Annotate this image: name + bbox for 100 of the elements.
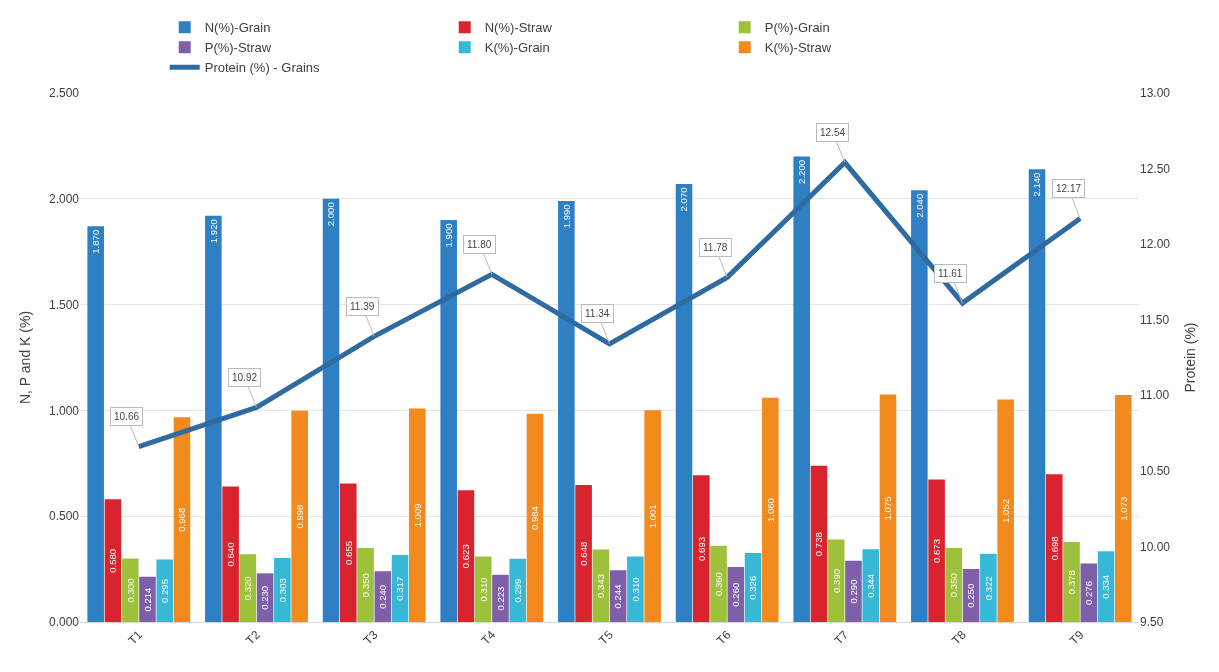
bar — [810, 465, 828, 622]
bar — [1115, 394, 1132, 622]
data-label: 0.320 — [242, 576, 254, 601]
data-label: 0.334 — [1100, 574, 1112, 599]
data-label: 0.698 — [1048, 536, 1060, 561]
bar — [274, 557, 291, 622]
bar — [104, 499, 122, 622]
data-label: 1.870 — [90, 229, 102, 254]
data-label: 0.317 — [394, 576, 406, 601]
data-label: 12.54 — [820, 127, 846, 138]
bar — [492, 574, 509, 622]
y-axis-title: N, P and K (%) — [16, 310, 33, 405]
data-label: 0.250 — [965, 583, 977, 608]
data-label: 0.310 — [629, 577, 641, 602]
data-label: 0.673 — [930, 538, 942, 564]
y-tick-label: 1.500 — [48, 297, 80, 312]
data-label: 0.378 — [1065, 570, 1077, 595]
bar — [340, 483, 357, 622]
data-label: 1.060 — [764, 498, 776, 523]
data-label: 0.295 — [159, 578, 171, 604]
bar — [440, 219, 457, 622]
data-label: 2.140 — [1031, 172, 1043, 197]
bar — [558, 200, 575, 622]
bar — [87, 226, 104, 622]
data-label: 2.000 — [325, 202, 337, 227]
data-label: 0.655 — [342, 540, 354, 565]
data-label: 0.968 — [176, 507, 188, 532]
data-label: 1.001 — [647, 504, 659, 529]
bar — [1028, 169, 1046, 622]
data-label: 10.66 — [114, 411, 140, 422]
bar — [762, 397, 779, 622]
x-tick-label: T9 — [1066, 627, 1087, 648]
data-label: 0.303 — [276, 578, 288, 603]
data-label: 0.738 — [813, 532, 825, 557]
bar — [862, 549, 879, 622]
data-label: 0.276 — [1083, 581, 1095, 606]
y-tick-label: 1.000 — [48, 403, 80, 418]
legend-label: N(%)-Straw — [484, 20, 553, 36]
y2-tick-label: 12.50 — [1140, 161, 1171, 176]
data-label: 0.214 — [141, 586, 153, 612]
y2-tick-label: 11.00 — [1140, 388, 1170, 403]
data-label: 0.300 — [124, 578, 136, 603]
data-label: 2.040 — [913, 193, 925, 218]
data-label: 0.322 — [982, 576, 994, 601]
bar — [644, 410, 661, 622]
legend-label: K(%)-Straw — [764, 40, 832, 56]
data-label: 0.230 — [259, 585, 271, 610]
y-tick-label: 2.500 — [48, 86, 80, 101]
data-label: 1.900 — [443, 223, 455, 248]
bar — [928, 479, 945, 622]
data-label: 0.648 — [577, 541, 589, 566]
legend-label: P(%)-Grain — [764, 20, 830, 36]
data-label: 0.350 — [359, 573, 371, 598]
x-tick-label: T1 — [125, 627, 146, 648]
data-label: 0.310 — [477, 577, 489, 602]
data-label: 0.998 — [294, 504, 306, 529]
bar — [409, 408, 426, 622]
y2-tick-label: 10.50 — [1140, 464, 1171, 479]
y-tick-label: 0.500 — [48, 509, 80, 524]
data-label: 1.075 — [882, 496, 894, 521]
data-label: 11.78 — [703, 242, 728, 253]
bar — [845, 560, 862, 622]
bar — [675, 183, 693, 622]
bar — [173, 417, 191, 622]
data-label: 2.200 — [796, 159, 808, 184]
data-label: 0.623 — [460, 544, 472, 569]
bar — [827, 539, 845, 622]
bar — [575, 484, 592, 622]
data-label: 12.17 — [1056, 183, 1082, 194]
data-label: 0.326 — [747, 575, 759, 600]
bar — [526, 413, 544, 622]
data-label: 0.640 — [224, 542, 236, 567]
data-label: 0.244 — [612, 583, 624, 609]
data-label: 1.990 — [560, 204, 572, 229]
y-tick-label: 0.000 — [48, 615, 80, 630]
y-tick-label: 2.000 — [48, 192, 80, 206]
data-label: 0.580 — [107, 548, 119, 573]
bar — [693, 475, 710, 622]
legend-label: P(%)-Straw — [204, 40, 272, 56]
x-tick-label: T8 — [949, 627, 970, 648]
bar — [627, 556, 644, 622]
data-label: 0.343 — [595, 573, 607, 598]
data-label: 0.693 — [695, 536, 707, 561]
bar — [710, 545, 727, 622]
bar — [291, 410, 308, 622]
bar — [1046, 474, 1063, 622]
x-tick-label: T3 — [360, 627, 381, 648]
x-tick-label: T4 — [478, 627, 499, 648]
bar — [457, 490, 475, 622]
y2-tick-label: 10.00 — [1140, 539, 1171, 554]
bar — [156, 559, 173, 622]
data-label: 10.92 — [232, 372, 258, 383]
bar — [879, 394, 897, 622]
legend-label: N(%)-Grain — [204, 20, 271, 36]
legend-label: Protein (%) - Grains — [204, 60, 321, 76]
bar — [793, 156, 810, 622]
data-label: 0.390 — [830, 568, 842, 593]
data-label: 1.073 — [1117, 496, 1129, 521]
data-label: 0.344 — [865, 573, 877, 598]
bar — [357, 547, 374, 622]
